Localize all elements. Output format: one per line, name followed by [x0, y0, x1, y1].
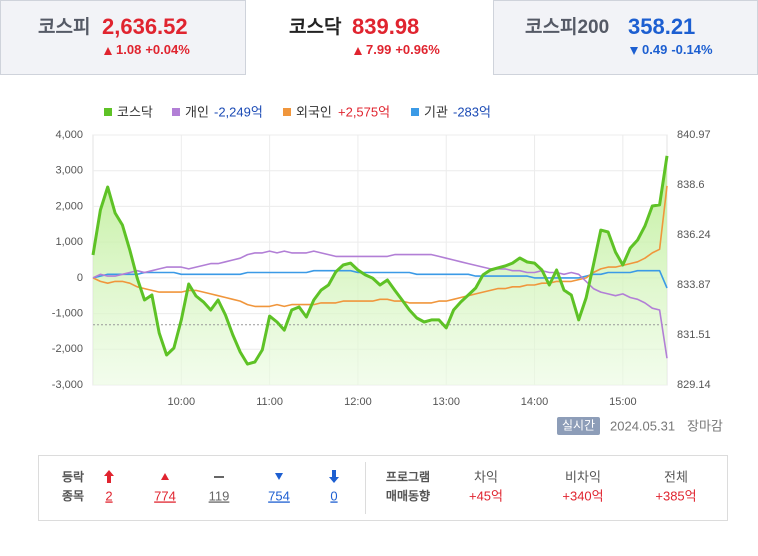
legend-item[interactable]: 외국인 +2,575억 [283, 104, 390, 119]
tab-name: 코스피 [38, 16, 90, 38]
y2-tick-label: 836.24 [677, 229, 711, 241]
breadth-count[interactable]: 0 [330, 488, 337, 503]
breadth-icon [214, 476, 224, 478]
legend-name: 외국인 [296, 104, 332, 119]
tab-change: 1.08 +0.04% [116, 42, 190, 57]
legend-total: -283억 [453, 104, 491, 119]
legend-swatch [172, 108, 180, 116]
legend-swatch [411, 108, 419, 116]
x-tick-label: 14:00 [521, 396, 549, 408]
legend-swatch [104, 108, 112, 116]
legend-swatch [283, 108, 291, 116]
x-tick-label: 12:00 [344, 396, 372, 408]
tab-name: 코스피200 [525, 16, 609, 38]
line [92, 250, 668, 359]
badge: 실시간 [562, 419, 595, 433]
program-value: +340억 [562, 488, 603, 503]
tab-value: 358.21 [628, 14, 695, 39]
breadth-count[interactable]: 774 [154, 488, 176, 503]
legend-total: -2,249억 [214, 104, 263, 119]
program-label: 프로그램 [386, 469, 430, 484]
breadth-icon [104, 470, 114, 483]
program-name: 비차익 [565, 469, 601, 484]
date: 2024.05.31 [610, 418, 675, 433]
breadth-count[interactable]: 119 [209, 488, 230, 503]
program-label: 매매동향 [386, 488, 430, 503]
breadth-count[interactable]: 754 [268, 488, 290, 503]
tab[interactable]: 코스피200 358.21 0.49 -0.14% [493, 0, 758, 75]
y2-tick-label: 833.87 [677, 279, 711, 291]
market-state: 장마감 [687, 418, 723, 433]
x-tick-label: 13:00 [432, 396, 460, 408]
breadth-count[interactable]: 2 [105, 488, 112, 503]
line [92, 269, 668, 289]
tab[interactable]: 코스닥 839.98 7.99 +0.96% [246, 0, 493, 75]
legend-name: 개인 [185, 104, 209, 119]
change-arrow [630, 47, 638, 55]
change-arrow [104, 47, 112, 55]
change-pct: +0.04% [145, 42, 190, 57]
y-tick-label: 0 [77, 272, 83, 284]
program-value: +45억 [469, 488, 503, 503]
y-tick-label: -1,000 [52, 307, 83, 319]
area [93, 155, 667, 385]
program-value: +385억 [655, 488, 696, 503]
change-arrow [354, 47, 362, 55]
program-name: 차익 [474, 469, 498, 484]
program-name: 전체 [664, 469, 688, 484]
y-tick-label: 4,000 [55, 129, 83, 141]
tab-name: 코스닥 [289, 16, 342, 38]
tab-bg [493, 0, 758, 75]
y2-tick-label: 831.51 [677, 329, 711, 341]
y2-tick-label: 838.6 [677, 179, 705, 191]
breadth-label: 등락 [62, 470, 84, 484]
tab-change: 0.49 -0.14% [642, 42, 713, 57]
legend-name: 기관 [424, 104, 448, 119]
legend-total: +2,575억 [338, 104, 390, 119]
line [91, 155, 669, 366]
change-pct: -0.14% [671, 42, 713, 57]
legend-item[interactable]: 기관 -283억 [411, 104, 491, 119]
breadth-icon [161, 473, 169, 480]
y-tick-label: -3,000 [52, 379, 83, 391]
x-tick-label: 15:00 [609, 396, 637, 408]
x-tick-label: 10:00 [168, 396, 196, 408]
breadth-icon [275, 473, 283, 480]
y2-tick-label: 829.14 [677, 379, 711, 391]
legend-item[interactable]: 코스닥 [104, 104, 153, 119]
y-tick-label: 2,000 [55, 200, 83, 212]
tab-value: 839.98 [352, 14, 419, 39]
y-tick-label: 1,000 [55, 236, 83, 248]
legend-name: 코스닥 [117, 104, 153, 119]
change-value: 0.49 [642, 42, 667, 57]
breadth-label: 종목 [62, 489, 84, 503]
change-value: 1.08 [116, 42, 141, 57]
breadth-icon [329, 470, 339, 483]
tab-value: 2,636.52 [102, 14, 188, 39]
tab-bg [0, 0, 246, 75]
badge-bg [557, 417, 600, 435]
legend-item[interactable]: 개인 -2,249억 [172, 104, 263, 119]
y-tick-label: 3,000 [55, 165, 83, 177]
y-tick-label: -2,000 [52, 343, 83, 355]
table-box [38, 455, 728, 521]
tab[interactable]: 코스피 2,636.52 1.08 +0.04% [0, 0, 246, 75]
change-pct: +0.96% [395, 42, 440, 57]
change-value: 7.99 [366, 42, 391, 57]
x-tick-label: 11:00 [256, 396, 283, 408]
tab-change: 7.99 +0.96% [366, 42, 440, 57]
tab-bg [246, 0, 493, 75]
y2-tick-label: 840.97 [677, 129, 711, 141]
